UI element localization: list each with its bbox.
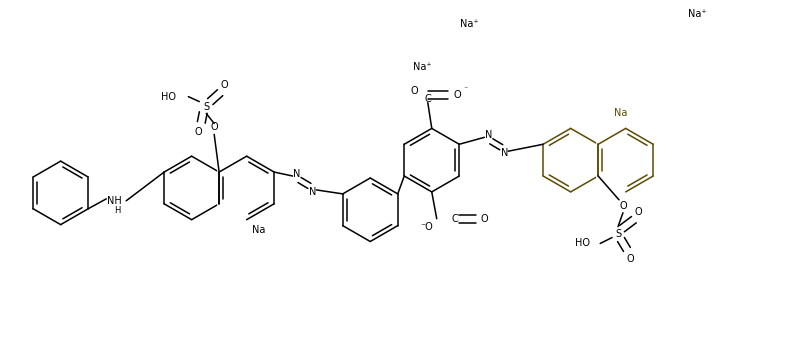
Text: Na: Na — [614, 107, 626, 117]
Text: O: O — [634, 207, 641, 217]
Text: N: N — [500, 148, 507, 158]
Text: C: C — [424, 94, 431, 103]
Text: H: H — [114, 206, 120, 215]
Text: ⁻: ⁻ — [463, 84, 467, 93]
Text: N: N — [293, 169, 300, 179]
Text: O: O — [480, 214, 488, 224]
Text: ⁻O: ⁻O — [420, 222, 432, 232]
Text: C: C — [451, 214, 457, 224]
Text: HO: HO — [161, 92, 176, 102]
Text: NH: NH — [107, 196, 121, 206]
Text: Na⁺: Na⁺ — [460, 19, 478, 29]
Text: O: O — [220, 80, 228, 90]
Text: Na: Na — [252, 224, 265, 234]
Text: O: O — [194, 127, 202, 137]
Text: O: O — [453, 90, 461, 100]
Text: HO: HO — [574, 238, 589, 248]
Text: Na⁺: Na⁺ — [687, 9, 706, 19]
Text: O: O — [618, 201, 626, 211]
Text: N: N — [484, 130, 492, 140]
Text: O: O — [210, 122, 217, 132]
Text: Na⁺: Na⁺ — [412, 62, 431, 72]
Text: S: S — [614, 228, 620, 238]
Text: N: N — [308, 187, 316, 197]
Text: O: O — [626, 255, 633, 264]
Text: O: O — [410, 86, 417, 96]
Text: S: S — [203, 102, 209, 112]
